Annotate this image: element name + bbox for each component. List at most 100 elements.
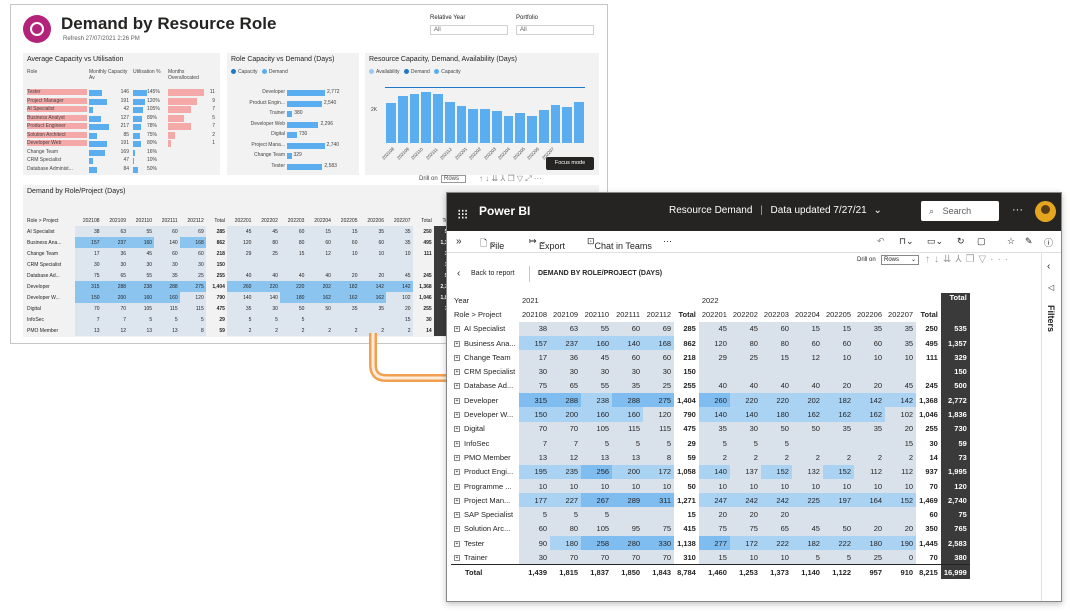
export-menu[interactable]: ↦ Export ⌄ bbox=[529, 236, 566, 251]
cell: 80 bbox=[253, 237, 280, 248]
table-row[interactable]: + Tester 90 180 258 280 330 1,138 277 172 222 182 22… bbox=[451, 536, 970, 551]
more-menu-icon[interactable]: ··· bbox=[663, 236, 672, 246]
chevron-left-icon[interactable]: ‹ bbox=[1047, 261, 1051, 272]
table-row[interactable]: + InfoSec 7 7 5 5 5 29 5 5 5 15 30 59 bbox=[451, 435, 970, 451]
row-name[interactable]: + Change Team bbox=[451, 350, 519, 364]
row-name[interactable]: + Project Man... bbox=[451, 493, 519, 507]
row-label: Database Ad... bbox=[464, 381, 514, 391]
month-header[interactable]: 202112 bbox=[646, 309, 672, 319]
row-name[interactable]: + Trainer bbox=[451, 550, 519, 564]
month-header[interactable]: 202205 bbox=[825, 309, 851, 319]
month-header[interactable]: 202207 bbox=[888, 309, 914, 319]
row-name[interactable]: + Developer W... bbox=[451, 407, 519, 421]
month-header[interactable]: 202110 bbox=[584, 309, 610, 319]
expand-plus-icon[interactable]: + bbox=[454, 412, 460, 419]
expand-plus-icon[interactable]: + bbox=[454, 483, 460, 490]
month-header[interactable]: 202201 bbox=[701, 309, 727, 319]
expand-plus-icon[interactable]: + bbox=[454, 512, 460, 519]
row-name[interactable]: + Solution Arc... bbox=[451, 522, 519, 536]
table-row[interactable]: + Database Ad... 75 65 55 35 25 255 40 40 40 40 20 20… bbox=[451, 378, 970, 394]
month-header[interactable]: 202206 bbox=[857, 309, 883, 319]
report-name-header[interactable]: Resource Demand | Data updated 7/27/21 ⌄ bbox=[669, 205, 882, 216]
table-row[interactable]: + SAP Specialist 5 5 5 15 20 20 20 60 75 bbox=[451, 507, 970, 522]
row-name[interactable]: + AI Specialist bbox=[451, 322, 519, 336]
chevron-left-icon[interactable]: ‹ bbox=[457, 268, 461, 279]
row-name[interactable]: + Programme ... bbox=[451, 479, 519, 493]
table-row[interactable]: + Solution Arc... 60 80 105 95 75 415 75 75 65 45 50… bbox=[451, 521, 970, 537]
data-cell: 30 bbox=[519, 550, 551, 565]
expand-plus-icon[interactable]: + bbox=[454, 497, 460, 504]
expand-plus-icon[interactable]: + bbox=[454, 526, 460, 533]
row-name[interactable]: + Business Ana... bbox=[451, 336, 519, 350]
table-row[interactable]: + Digital 70 70 105 115 115 475 35 30 50 50 35 35 20 25… bbox=[451, 421, 970, 436]
file-menu[interactable]: 🗋 File ⌄ bbox=[480, 238, 505, 251]
view-icon[interactable]: ▭⌄ bbox=[927, 236, 944, 246]
expand-plus-icon[interactable]: + bbox=[454, 554, 460, 561]
table-row[interactable]: + Developer W... 150 200 160 160 120 790 140 140 1… bbox=[451, 407, 970, 422]
row-name[interactable]: + CRM Specialist bbox=[451, 364, 519, 378]
app-launcher-icon[interactable]: ⁝⁝⁝ bbox=[457, 206, 468, 222]
month-header[interactable]: 202108 bbox=[522, 309, 548, 319]
month-header[interactable]: 202109 bbox=[553, 309, 579, 319]
drill-on-dropdown[interactable]: Rows ⌄ bbox=[881, 255, 919, 265]
table-row[interactable]: + Change Team 17 36 45 60 60 218 29 25 15 12 10 10 10 1… bbox=[451, 350, 970, 365]
expand-plus-icon[interactable]: + bbox=[454, 540, 460, 547]
table-row[interactable]: + Programme ... 10 10 10 10 10 50 10 10 10 10 10 10 10… bbox=[451, 478, 970, 494]
row-name[interactable]: + SAP Specialist bbox=[451, 507, 519, 521]
row-name[interactable]: + Tester bbox=[451, 536, 519, 550]
expand-plus-icon[interactable]: + bbox=[454, 369, 460, 376]
expand-plus-icon[interactable]: + bbox=[454, 426, 460, 433]
table-row[interactable]: + AI Specialist 38 63 55 60 69 285 45 45 60 15 15 35 3… bbox=[451, 321, 970, 336]
more-options-icon[interactable]: ··· bbox=[1012, 204, 1023, 216]
row-name[interactable]: + Product Engi... bbox=[451, 465, 519, 479]
expand-plus-icon[interactable]: + bbox=[454, 469, 460, 476]
month-header[interactable]: 202203 bbox=[763, 309, 789, 319]
expand-plus-icon[interactable]: + bbox=[454, 454, 460, 461]
chat-in-teams-button[interactable]: ⊡ Chat in Teams bbox=[587, 236, 652, 251]
expand-plus-icon[interactable]: + bbox=[454, 383, 460, 390]
bookmark-icon[interactable]: ⊓⌄ bbox=[899, 236, 914, 246]
favorite-icon[interactable]: ☆ bbox=[1007, 236, 1016, 246]
table-row[interactable]: + Business Ana... 157 237 160 140 168 862 120 80 8… bbox=[451, 335, 970, 351]
expand-plus-icon[interactable]: + bbox=[454, 354, 460, 361]
row-name[interactable]: + Digital bbox=[451, 422, 519, 436]
drill-icons[interactable]: ↑ ↓ ⇊ ⅄ ❐ ▽ ⤢ ··· bbox=[479, 174, 542, 183]
comment-icon[interactable]: ▢ bbox=[977, 236, 986, 246]
slicer-dropdown[interactable]: All bbox=[430, 25, 508, 35]
back-to-report-link[interactable]: Back to report bbox=[471, 270, 515, 277]
row-name[interactable]: + Developer bbox=[451, 393, 519, 407]
reset-icon[interactable]: ↶ bbox=[877, 236, 885, 246]
portfolio-slicer[interactable]: Portfolio All bbox=[516, 15, 594, 35]
row-name[interactable]: + InfoSec bbox=[451, 436, 519, 450]
refresh-icon[interactable]: ↻ bbox=[957, 236, 965, 246]
expand-plus-icon[interactable]: + bbox=[454, 440, 460, 447]
month-header[interactable]: 202204 bbox=[794, 309, 820, 319]
row-name[interactable]: + PMO Member bbox=[451, 450, 519, 464]
expand-plus-icon[interactable]: + bbox=[454, 397, 460, 404]
expand-plus-icon[interactable]: + bbox=[454, 340, 460, 347]
slicer-dropdown[interactable]: All bbox=[516, 25, 594, 35]
table-row[interactable]: + Project Man... 177 227 267 289 311 1,271 247 24… bbox=[451, 493, 970, 508]
bg-table-row: Change Team 17 36 45 60 60 218 29 25 15 12 10 10 10 11… bbox=[25, 248, 455, 259]
expand-nav-icon[interactable]: » bbox=[456, 236, 462, 247]
expand-plus-icon[interactable]: + bbox=[454, 326, 460, 333]
table-row[interactable]: + Trainer 30 70 70 70 70 310 15 10 10 5 5 25 0 70 380 bbox=[451, 550, 970, 565]
table-row[interactable]: + Product Engi... 195 235 256 200 172 1,058 140 1… bbox=[451, 464, 970, 479]
legend-label: Capacity bbox=[238, 69, 258, 75]
month-header[interactable]: 202111 bbox=[616, 309, 641, 319]
edit-icon[interactable]: ✎ bbox=[1025, 236, 1033, 246]
filters-pane[interactable]: ‹ ◁ Filters bbox=[1041, 253, 1061, 601]
relative-year-slicer[interactable]: Relative Year All bbox=[430, 15, 508, 35]
drill-dropdown[interactable]: Rows bbox=[441, 175, 467, 183]
cell: 140 bbox=[226, 292, 254, 303]
drill-icons[interactable]: ↑↓⇊⅄❐▽··· bbox=[925, 254, 1013, 265]
month-header[interactable]: 202202 bbox=[732, 309, 758, 319]
table-row[interactable]: + PMO Member 13 12 13 13 8 59 2 2 2 2 2 2 2 14 73 bbox=[451, 450, 970, 465]
table-row[interactable]: + CRM Specialist 30 30 30 30 30 150 150 bbox=[451, 364, 970, 379]
capacity-value: 191 bbox=[120, 140, 129, 146]
search-input[interactable]: ⌕ Search bbox=[921, 201, 999, 221]
row-name[interactable]: + Database Ad... bbox=[451, 379, 519, 393]
info-icon[interactable]: ⓘ bbox=[1044, 238, 1054, 248]
avatar[interactable] bbox=[1035, 201, 1056, 222]
table-row[interactable]: + Developer 315 288 238 288 275 1,404 260 220 220 2… bbox=[451, 393, 970, 408]
